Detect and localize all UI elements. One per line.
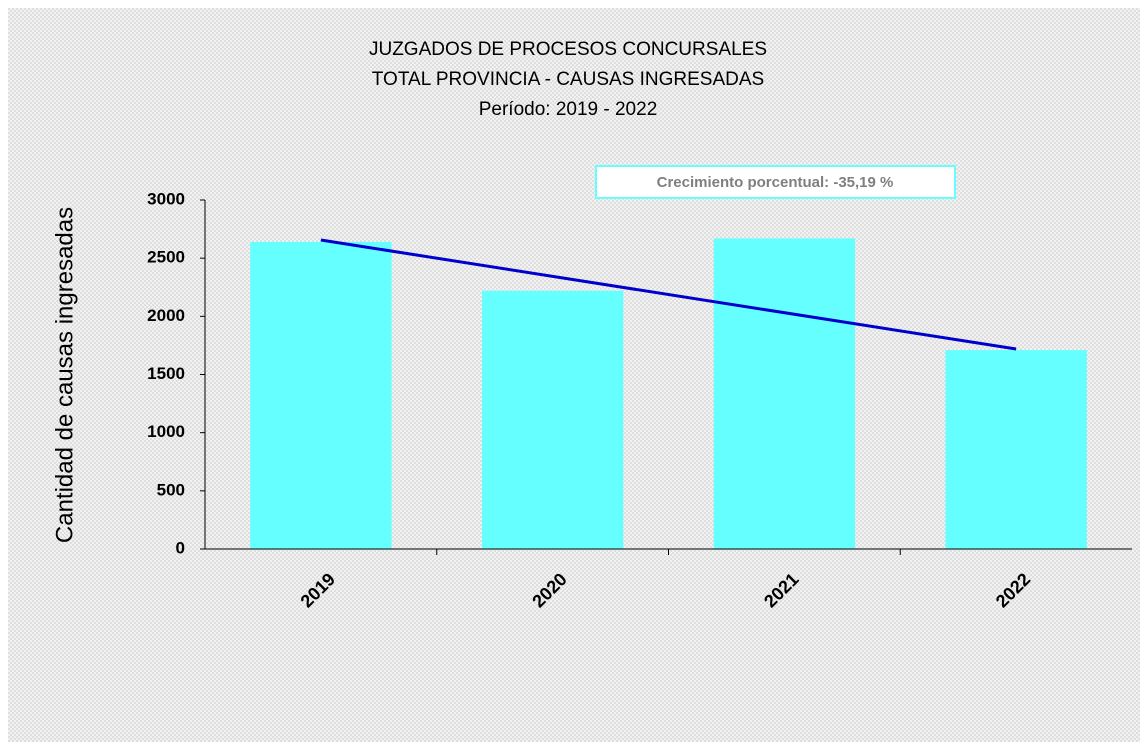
chart-title: TOTAL PROVINCIA - CAUSAS INGRESADAS	[372, 69, 764, 90]
y-tick-label: 3000	[147, 189, 185, 208]
y-axis-label: Cantidad de causas ingresadas	[51, 207, 78, 543]
bar	[250, 241, 392, 549]
y-tick-label: 500	[157, 480, 185, 499]
chart-title: Período: 2019 - 2022	[479, 99, 658, 120]
y-tick-label: 2500	[147, 248, 185, 267]
bar	[945, 350, 1087, 549]
y-tick-label: 1500	[147, 364, 185, 383]
annotation-box	[595, 165, 956, 199]
bar	[713, 238, 856, 549]
y-tick-label: 2000	[147, 306, 185, 325]
trend-line	[320, 238, 1017, 351]
bar	[481, 290, 624, 549]
y-tick-label: 1000	[147, 422, 185, 441]
y-tick-label: 0	[176, 538, 185, 557]
chart-title: JUZGADOS DE PROCESOS CONCURSALES	[369, 39, 767, 60]
annotation: Crecimiento porcentual: -35,19 %	[657, 174, 894, 191]
